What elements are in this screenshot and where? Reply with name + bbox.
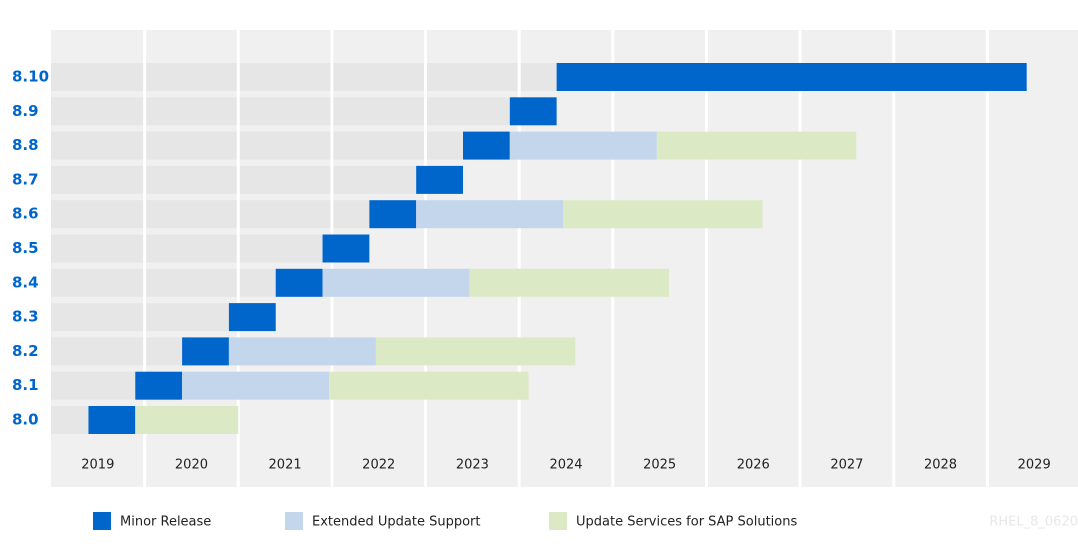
row-track (51, 63, 557, 91)
bar-segment (182, 337, 229, 366)
bar-segment (463, 131, 510, 160)
x-tick-label: 2020 (175, 458, 208, 473)
x-tick-label: 2026 (737, 458, 770, 473)
row-label: 8.3 (12, 308, 39, 326)
row-label: 8.1 (12, 376, 39, 394)
row-track (51, 234, 323, 263)
row-track (51, 268, 276, 297)
bar-segment (416, 200, 564, 229)
bar-segment (228, 303, 276, 332)
x-tick-label: 2022 (362, 458, 395, 473)
x-tick-label: 2025 (643, 458, 676, 473)
legend-label: Update Services for SAP Solutions (576, 515, 797, 530)
bar-segment (135, 406, 239, 434)
bar-segment (88, 406, 136, 434)
row-label: 8.5 (12, 239, 39, 257)
watermark: RHEL_8_0620 (989, 515, 1078, 530)
bar-segment (329, 371, 529, 400)
bar-segment (656, 131, 857, 160)
row-label: 8.9 (12, 102, 39, 120)
x-tick-label: 2019 (81, 458, 114, 473)
row-track (51, 97, 510, 126)
row-label: 8.7 (12, 170, 39, 188)
legend-swatch (285, 512, 303, 530)
legend-swatch (549, 512, 567, 530)
row-track (51, 303, 229, 332)
row-label: 8.0 (12, 411, 39, 429)
bar-segment (563, 200, 763, 229)
bar-segment (369, 200, 417, 229)
bar-segment (375, 337, 576, 366)
row-track (51, 406, 89, 434)
row-track (51, 165, 417, 194)
legend-swatch (93, 512, 111, 530)
legend-label: Extended Update Support (312, 515, 480, 530)
x-tick-label: 2028 (924, 458, 957, 473)
row-label: 8.4 (12, 273, 39, 291)
bar-segment (509, 97, 557, 126)
row-track (51, 371, 136, 400)
row-track (51, 200, 370, 229)
row-label: 8.10 (12, 68, 49, 86)
bar-segment (135, 371, 183, 400)
bar-segment (275, 268, 323, 297)
legend-label: Minor Release (120, 515, 211, 530)
x-tick-label: 2029 (1018, 458, 1051, 473)
row-track (51, 337, 183, 366)
row-track (51, 131, 463, 160)
x-tick-label: 2027 (830, 458, 863, 473)
bar-segment (228, 337, 376, 366)
x-tick-label: 2023 (456, 458, 489, 473)
bar-segment (509, 131, 657, 160)
x-tick-label: 2024 (549, 458, 582, 473)
bar-segment (469, 268, 669, 297)
bar-segment (182, 371, 330, 400)
bar-segment (556, 63, 1027, 91)
bar-segment (322, 268, 470, 297)
bar-segment (322, 234, 370, 263)
row-label: 8.6 (12, 205, 39, 223)
row-label: 8.8 (12, 136, 39, 154)
x-tick-label: 2021 (269, 458, 302, 473)
row-label: 8.2 (12, 342, 39, 360)
bar-segment (416, 165, 463, 194)
